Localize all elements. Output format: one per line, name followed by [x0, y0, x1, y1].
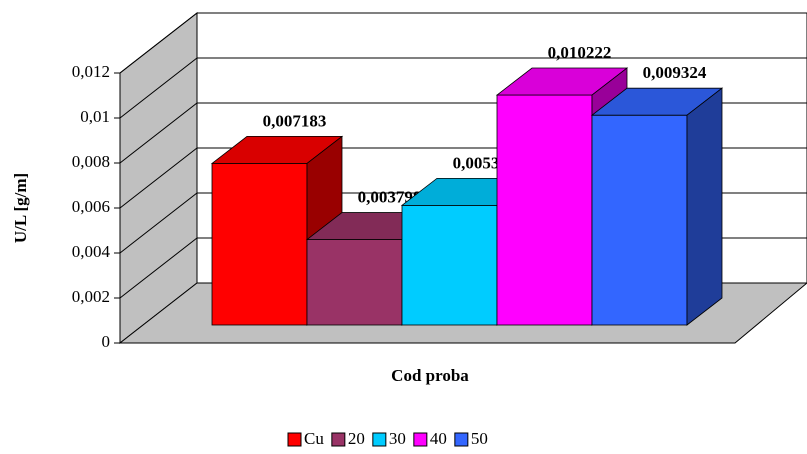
- y-tick-label: 0,012: [72, 62, 110, 81]
- y-tick-label: 0: [102, 332, 111, 351]
- legend-swatch: [454, 432, 469, 447]
- y-tick-label: 0,002: [72, 287, 110, 306]
- data-label: 0,009324: [643, 63, 707, 82]
- y-tick-label: 0,006: [72, 197, 110, 216]
- legend-swatch: [372, 432, 387, 447]
- bar: [401, 204, 498, 326]
- bar: [306, 239, 403, 326]
- data-label: 0,007183: [263, 111, 327, 130]
- legend: Cu 20 30 40 50: [287, 429, 488, 448]
- bar-side: [686, 87, 723, 326]
- data-label: 0,010222: [548, 43, 612, 62]
- grid-line: [119, 12, 807, 74]
- y-axis-title: U/L [g/m]: [11, 173, 30, 243]
- legend-label: 20: [348, 429, 365, 448]
- x-axis-title: Cod proba: [391, 366, 469, 385]
- y-tick-label: 0,008: [72, 152, 110, 171]
- y-tick-label: 0,01: [80, 107, 110, 126]
- legend-swatch: [413, 432, 428, 447]
- y-tick-label: 0,004: [72, 242, 111, 261]
- legend-swatch: [287, 432, 302, 447]
- data-label: 0,003798: [358, 187, 422, 206]
- legend-swatch: [331, 432, 346, 447]
- grid: 0 0,002 0,004 0,006 0,008 0,01 0,012: [72, 12, 807, 351]
- legend-label: Cu: [304, 429, 324, 448]
- legend-label: 30: [389, 429, 406, 448]
- grid-line: [119, 57, 807, 119]
- legend-label: 40: [430, 429, 447, 448]
- bar: [591, 114, 688, 326]
- bar: [496, 94, 593, 326]
- legend-label: 50: [471, 429, 488, 448]
- bar: [211, 162, 308, 326]
